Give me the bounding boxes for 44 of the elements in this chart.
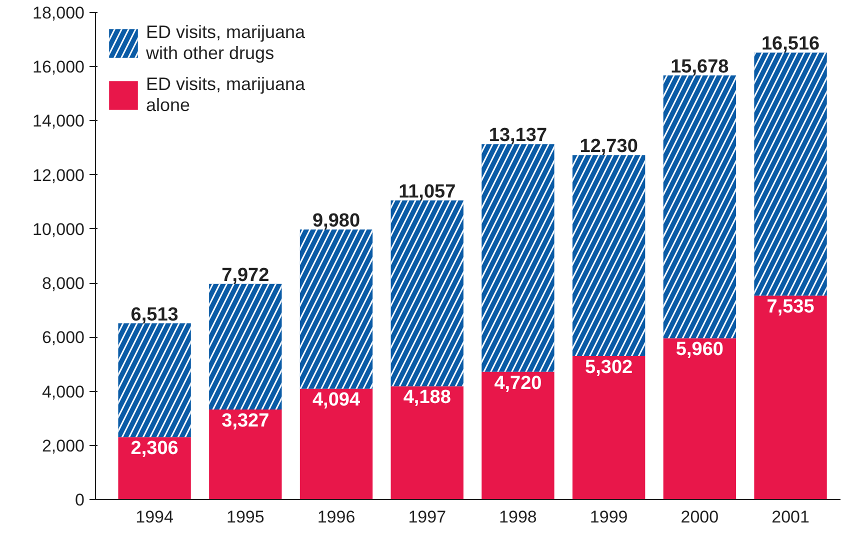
y-tick-label: 8,000 [42, 274, 85, 294]
legend-label: ED visits, marijuana alone [146, 74, 306, 116]
legend-label: ED visits, marijuana with other drugs [146, 22, 306, 64]
x-tick-label: 2000 [680, 508, 719, 526]
total-label: 9,980 [312, 210, 360, 232]
total-label: 7,972 [222, 264, 270, 286]
data-label: 5,302 [585, 357, 633, 378]
y-tick-label: 6,000 [42, 328, 85, 348]
data-label: 4,094 [312, 390, 360, 411]
y-tick-label: 0 [75, 490, 85, 510]
y-tick-label: 4,000 [42, 382, 85, 402]
bar [482, 372, 554, 500]
bar [118, 437, 191, 500]
x-tick-label: 2001 [772, 508, 810, 526]
data-label: 3,327 [222, 410, 270, 432]
total-label: 16,516 [761, 34, 820, 55]
bar [390, 386, 464, 500]
data-label: 2,306 [130, 438, 178, 460]
total-label: 6,513 [130, 304, 178, 326]
y-tick-label: 12,000 [32, 166, 85, 185]
bar [300, 388, 373, 500]
x-tick-label: 1994 [136, 508, 174, 526]
x-tick-label: 1995 [226, 508, 264, 526]
data-label: 4,720 [494, 372, 542, 394]
bar [663, 338, 736, 500]
total-label: 11,057 [398, 181, 456, 202]
bar [572, 356, 646, 500]
total-label: 15,678 [670, 56, 729, 78]
data-label: 7,535 [766, 296, 815, 318]
x-tick-label: 1996 [317, 508, 356, 526]
data-label: 5,960 [676, 339, 724, 360]
bar [754, 296, 827, 500]
y-tick-label: 14,000 [32, 112, 85, 131]
total-label: 13,137 [488, 125, 548, 146]
x-tick-label: 1999 [590, 508, 628, 526]
y-tick-label: 2,000 [42, 436, 85, 456]
y-tick-label: 16,000 [32, 58, 85, 77]
bar [209, 409, 282, 500]
x-tick-label: 1997 [408, 508, 446, 526]
y-tick-label: 10,000 [32, 220, 85, 239]
x-tick-label: 1998 [499, 508, 537, 526]
data-label: 4,188 [403, 387, 451, 408]
y-tick-label: 18,000 [32, 4, 85, 22]
total-label: 12,730 [580, 136, 638, 158]
